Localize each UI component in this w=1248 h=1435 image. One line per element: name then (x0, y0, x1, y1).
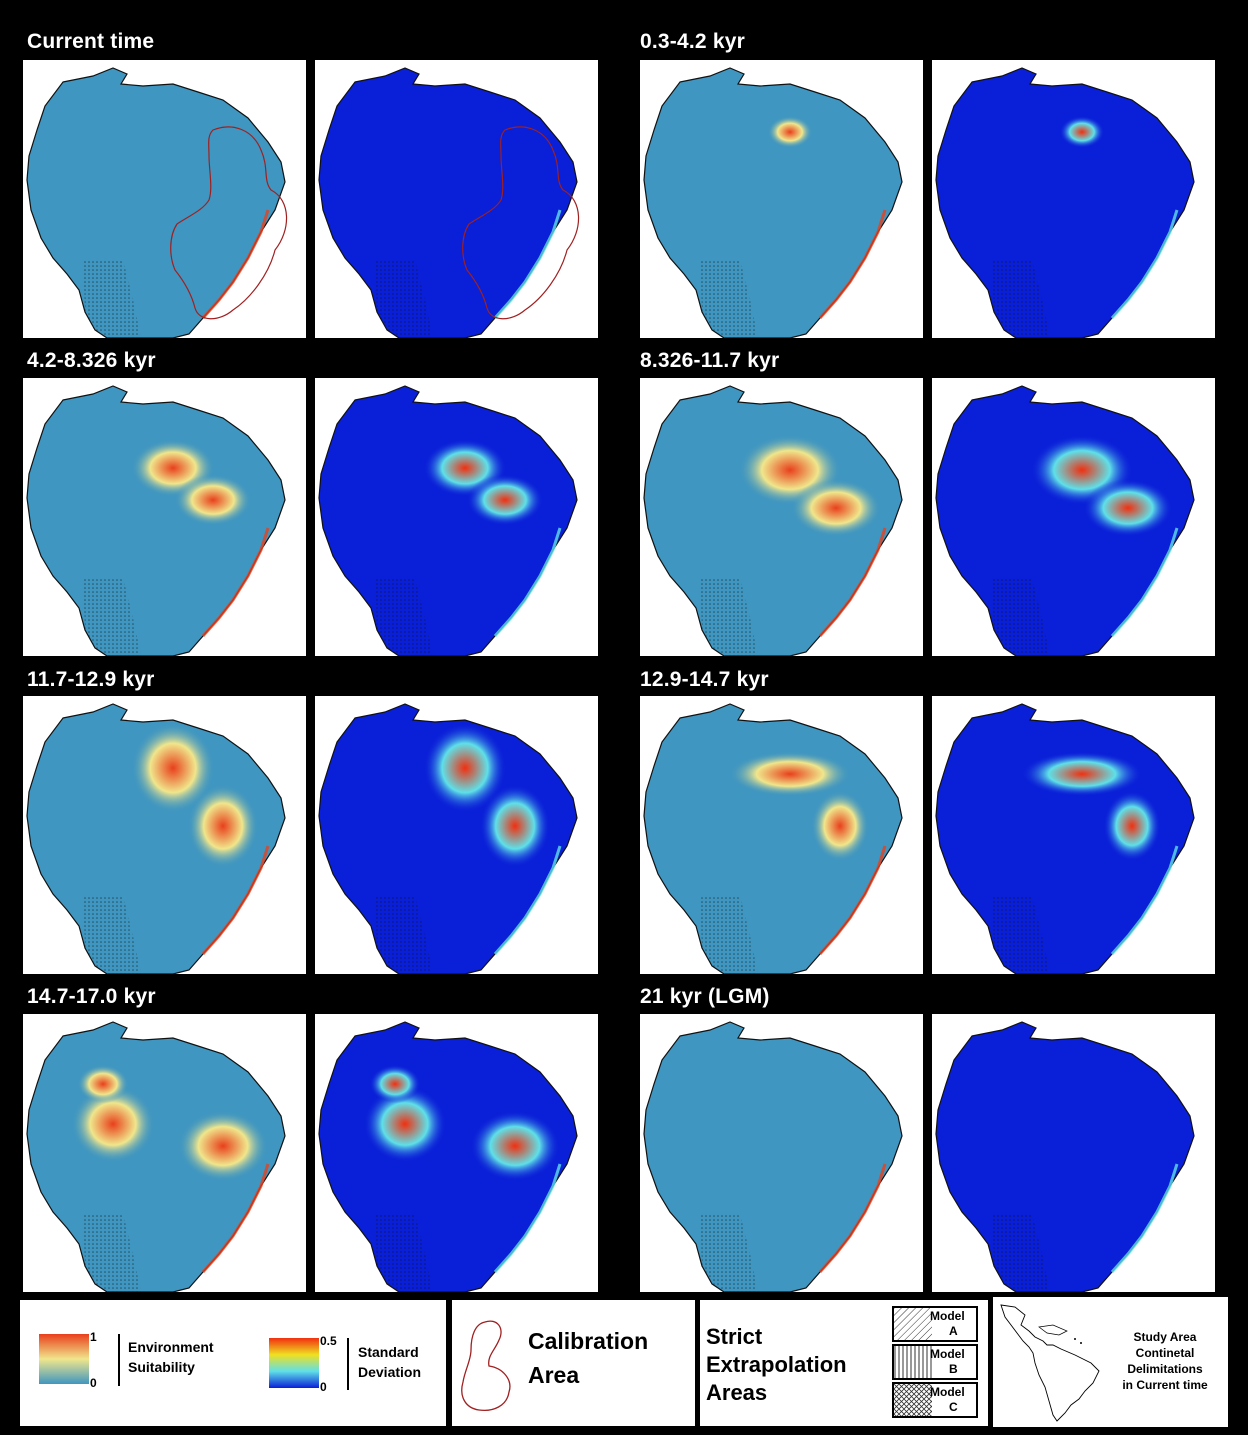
sd-map-2 (315, 378, 598, 656)
hotspot-0 (423, 723, 507, 813)
sd-label-line2: Deviation (358, 1364, 422, 1380)
suitability-map-7 (640, 1014, 923, 1292)
continent-shape (318, 67, 578, 338)
hotspot-1 (1103, 790, 1161, 862)
continent-shape (318, 385, 578, 656)
hotspot-2 (369, 1064, 421, 1104)
hotspot-1 (466, 474, 544, 526)
calibration-outline-icon (461, 1320, 511, 1412)
hotspot-1 (174, 474, 252, 526)
continent-shape (935, 67, 1195, 338)
model-b-box: Model B (892, 1344, 978, 1380)
sd-label-line1: Standard (358, 1344, 419, 1360)
hotspot-0 (131, 723, 215, 813)
extrapolation-label-line1: Strict (706, 1324, 763, 1349)
period-title: 4.2-8.326 kyr (27, 349, 156, 372)
continent-shape (935, 1021, 1195, 1292)
study-area-map-icon (1000, 1304, 1100, 1422)
study-area-label: Study Area Continetal Delimitations in C… (1122, 1330, 1208, 1392)
calibration-label-line2: Area (528, 1362, 580, 1388)
continent-shape (26, 67, 286, 338)
suitability-map-6 (23, 1014, 306, 1292)
suitability-label-line2: Suitability (128, 1359, 195, 1375)
extrapolation-label-line3: Areas (706, 1380, 768, 1405)
suitability-map-3 (640, 378, 923, 656)
sd-min-tick: 0 (320, 1380, 327, 1394)
calibration-area-outline (170, 126, 288, 320)
study-area-legend: Study Area Continetal Delimitations in C… (993, 1297, 1228, 1427)
hotspot-1 (811, 790, 869, 862)
sd-map-1 (932, 60, 1215, 338)
suitability-gradient (39, 1334, 89, 1384)
continent-shape (643, 67, 903, 338)
hotspot-0 (363, 1085, 447, 1163)
color-scale-legend: 1 0 Environment Suitability 0.5 0 Standa… (20, 1300, 446, 1426)
hotspot-1 (479, 784, 551, 868)
hotspot-0 (767, 116, 813, 148)
hotspot-0 (1021, 751, 1143, 797)
sd-gradient (269, 1338, 319, 1388)
suitability-max-tick: 1 (90, 1330, 97, 1344)
extrapolation-legend: Strict Extrapolation Areas Model A Model B M… (700, 1300, 988, 1426)
suitability-map-0 (23, 60, 306, 338)
extrapolation-label-line2: Extrapolation (706, 1352, 847, 1377)
suitability-map-1 (640, 60, 923, 338)
hotspot-1 (470, 1110, 560, 1182)
suitability-label-line1: Environment (128, 1339, 214, 1355)
hotspot-0 (71, 1085, 155, 1163)
period-title: 21 kyr (LGM) (640, 985, 770, 1008)
continent-shape (643, 1021, 903, 1292)
period-title: Current time (27, 30, 155, 53)
suitability-map-5 (640, 696, 923, 974)
sd-map-0 (315, 60, 598, 338)
hotspot-1 (178, 1110, 268, 1182)
period-title: 11.7-12.9 kyr (27, 668, 155, 691)
suitability-map-4 (23, 696, 306, 974)
continent-shape (26, 385, 286, 656)
period-title: 12.9-14.7 kyr (640, 668, 769, 691)
sd-map-4 (315, 696, 598, 974)
hotspot-1 (187, 784, 259, 868)
sd-map-6 (315, 1014, 598, 1292)
period-title: 8.326-11.7 kyr (640, 349, 780, 372)
hotspot-2 (77, 1064, 129, 1104)
period-title: 14.7-17.0 kyr (27, 985, 156, 1008)
sd-map-5 (932, 696, 1215, 974)
suitability-map-2 (23, 378, 306, 656)
sd-map-3 (932, 378, 1215, 656)
calibration-legend: Calibration Area (452, 1300, 695, 1426)
model-c-box: Model C (892, 1382, 978, 1418)
hotspot-1 (1083, 479, 1173, 537)
period-title: 0.3-4.2 kyr (640, 30, 745, 53)
hotspot-1 (791, 479, 881, 537)
sd-map-7 (932, 1014, 1215, 1292)
suitability-min-tick: 0 (90, 1376, 97, 1390)
calibration-label-line1: Calibration (528, 1328, 649, 1354)
calibration-area-outline (462, 126, 580, 320)
hotspot-0 (1059, 116, 1105, 148)
hotspot-0 (729, 751, 851, 797)
model-a-box: Model A (892, 1306, 978, 1342)
sd-max-tick: 0.5 (320, 1334, 337, 1348)
